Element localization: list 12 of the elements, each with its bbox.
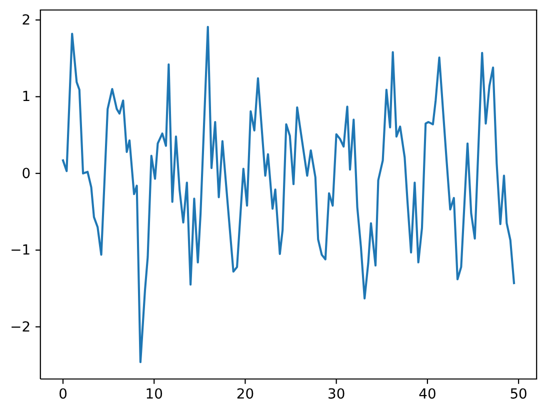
x-tick-label: 30 bbox=[327, 386, 346, 403]
y-tick-label: 1 bbox=[22, 89, 31, 106]
x-tick-label: 10 bbox=[145, 386, 163, 403]
x-tick-label: 50 bbox=[510, 386, 528, 403]
y-tick-label: 2 bbox=[22, 12, 31, 28]
x-tick-label: 0 bbox=[58, 386, 68, 403]
line-series bbox=[62, 26, 516, 364]
y-tick-label: −1 bbox=[10, 242, 31, 259]
y-tick-label: −2 bbox=[10, 319, 31, 336]
x-tick-label: 40 bbox=[418, 386, 436, 403]
x-tick-label: 20 bbox=[236, 386, 254, 403]
y-tick-label: 0 bbox=[22, 166, 31, 182]
